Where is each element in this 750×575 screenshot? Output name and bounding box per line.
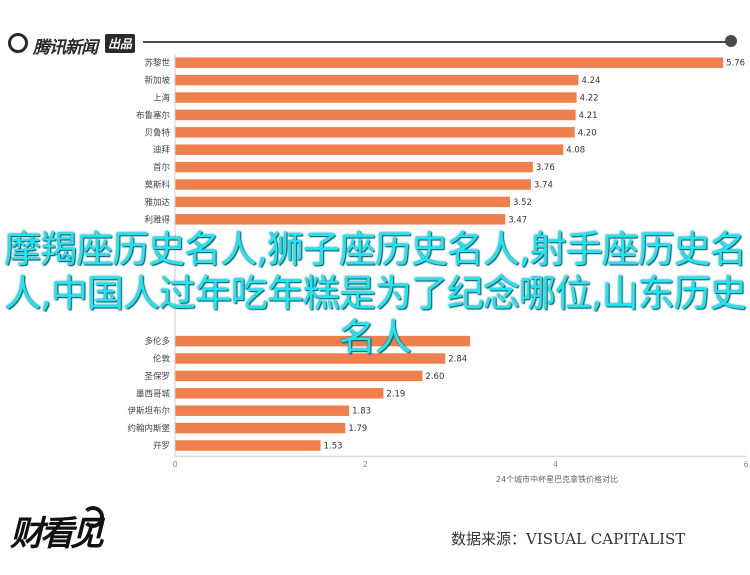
bar-5 [175, 144, 564, 155]
x-tick-label-0: 0 [172, 460, 177, 469]
caikanjian-logo: 财看见 [10, 502, 105, 554]
logo-name: 腾讯新闻 [33, 38, 98, 58]
header-rule [143, 41, 733, 43]
bar-17 [175, 353, 446, 364]
value-label-3: 4.21 [579, 111, 598, 121]
category-label-5: 迪拜 [153, 145, 171, 156]
category-label-16: 多伦多 [144, 336, 170, 347]
value-label-6: 3.76 [536, 163, 555, 173]
bar-8 [175, 196, 510, 208]
bar-22 [175, 440, 321, 451]
value-label-17: 2.84 [448, 355, 467, 365]
x-tick-label-1: 2 [363, 460, 368, 469]
category-label-3: 布鲁塞尔 [136, 110, 171, 121]
logo-badge: 出品 [105, 34, 136, 53]
category-label-18: 圣保罗 [144, 371, 170, 382]
value-label-5: 4.08 [566, 146, 585, 156]
source-text: 数据来源：VISUAL CAPITALIST [451, 530, 686, 548]
category-label-4: 贝鲁特 [144, 127, 170, 138]
bar-6 [175, 161, 533, 173]
bar-19 [175, 388, 384, 399]
bar-1 [175, 74, 579, 86]
value-label-0: 5.76 [726, 59, 745, 69]
value-label-9: 3.47 [508, 215, 527, 225]
category-label-8: 雅加达 [144, 197, 170, 208]
bar-4 [175, 127, 575, 138]
value-label-8: 3.52 [513, 198, 532, 208]
category-label-20: 伊斯坦布尔 [127, 406, 170, 417]
category-label-19: 墨西哥城 [136, 389, 171, 399]
value-label-1: 4.24 [582, 76, 601, 86]
category-label-0: 苏黎世 [144, 58, 170, 69]
logo-mark-icon [8, 33, 28, 53]
bar-chart: 苏黎世新加坡上海布鲁塞尔贝鲁特迪拜首尔莫斯科雅加达利雅得多伦多伦敦圣保罗墨西哥城… [127, 54, 749, 484]
value-label-4: 4.20 [578, 128, 597, 138]
category-label-22: 开罗 [153, 442, 170, 452]
bar-20 [175, 405, 350, 416]
bar-2 [175, 92, 577, 103]
x-tick-label-3: 6 [743, 460, 748, 469]
category-label-1: 新加坡 [144, 75, 170, 86]
tencent-news-logo: 腾讯新闻 出品 [8, 30, 148, 58]
bar-3 [175, 109, 576, 121]
bar-9 [175, 214, 506, 225]
value-label-19: 2.19 [386, 389, 405, 399]
category-label-9: 利雅得 [144, 214, 170, 225]
brand-swoosh-icon [82, 506, 104, 528]
value-label-20: 1.83 [352, 407, 371, 417]
bar-0 [175, 57, 724, 68]
value-label-18: 2.60 [425, 372, 444, 382]
overlay-title: 摩羯座历史名人,狮子座历史名人,射手座历史名人,中国人过年吃年糕是为了纪念哪位,… [4, 228, 747, 359]
value-label-22: 1.53 [324, 442, 343, 452]
x-tick-label-2: 4 [553, 460, 558, 469]
header-rule-dot-icon [725, 35, 737, 47]
category-label-21: 约翰内斯堡 [127, 423, 170, 434]
bar-21 [175, 422, 346, 434]
value-label-2: 4.22 [580, 94, 599, 104]
bar-16 [175, 335, 471, 347]
value-label-7: 3.74 [534, 181, 553, 191]
category-label-2: 上海 [153, 93, 171, 104]
category-label-7: 莫斯科 [144, 180, 170, 191]
value-label-21: 1.79 [348, 424, 367, 434]
category-label-6: 首尔 [153, 162, 171, 173]
bar-18 [175, 370, 423, 382]
bar-7 [175, 179, 531, 190]
x-axis-label: 24个城市中杯星巴克拿铁价格对比 [496, 474, 618, 484]
category-label-17: 伦敦 [153, 354, 171, 365]
